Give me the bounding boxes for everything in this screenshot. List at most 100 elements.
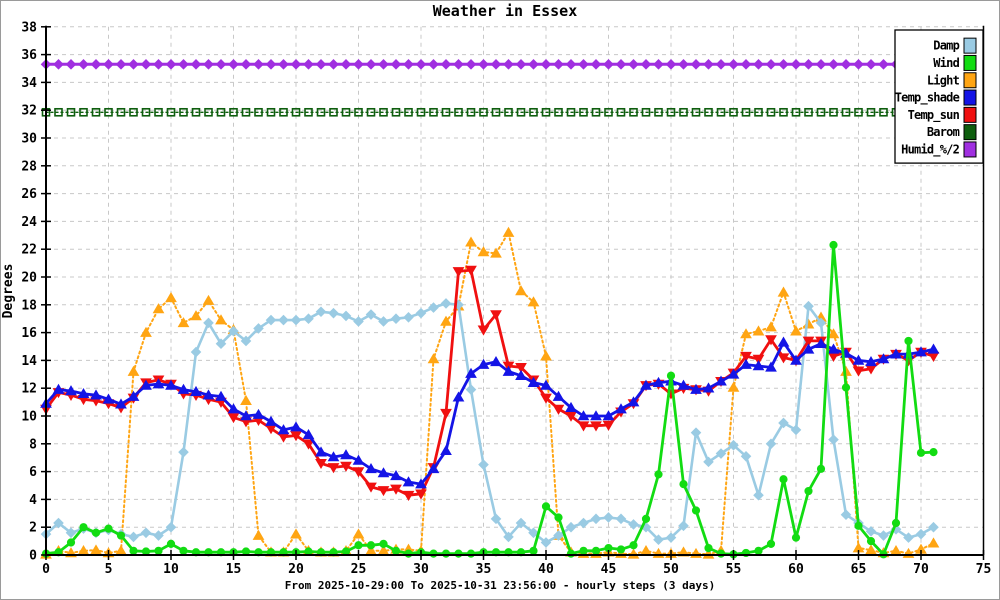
data-point-marker: [529, 546, 538, 555]
data-point-marker: [404, 549, 413, 558]
data-point-marker: [66, 538, 76, 547]
data-point-marker: [215, 59, 227, 70]
data-point-marker: [752, 325, 765, 336]
data-point-marker: [752, 354, 765, 365]
data-point-marker: [740, 328, 752, 339]
data-point-marker: [340, 310, 352, 322]
data-point-marker: [478, 59, 489, 70]
data-point-marker: [365, 59, 377, 70]
data-point-marker: [827, 343, 840, 354]
y-tick-label: 4: [29, 493, 37, 508]
data-point-marker: [591, 107, 601, 117]
data-point-marker: [378, 59, 389, 70]
data-point-marker: [290, 528, 302, 539]
data-point-marker: [490, 247, 502, 258]
data-point-marker: [866, 107, 876, 117]
data-point-marker: [129, 546, 138, 555]
data-point-marker: [927, 343, 940, 354]
data-point-marker: [166, 539, 176, 548]
data-point-marker: [115, 59, 127, 70]
data-point-marker: [603, 59, 614, 70]
data-point-marker: [802, 336, 815, 347]
data-point-marker: [490, 513, 502, 525]
data-point-marker: [529, 107, 538, 117]
data-point-marker: [753, 489, 764, 501]
data-point-marker: [391, 546, 401, 555]
data-point-marker: [340, 461, 352, 472]
data-point-marker: [603, 512, 614, 523]
data-point-marker: [554, 107, 563, 117]
data-point-marker: [553, 530, 564, 541]
data-point-marker: [65, 59, 77, 70]
data-point-marker: [354, 107, 363, 117]
data-point-marker: [715, 448, 727, 459]
data-point-marker: [654, 107, 663, 117]
chart-title: Weather in Essex: [433, 2, 578, 20]
data-point-marker: [391, 107, 401, 117]
data-point-marker: [379, 539, 388, 548]
data-point-marker: [52, 383, 65, 394]
data-point-marker: [379, 107, 388, 117]
x-tick-label: 15: [226, 562, 242, 577]
data-point-marker: [653, 59, 664, 70]
data-point-marker: [240, 410, 252, 421]
x-tick-label: 10: [163, 562, 179, 577]
data-point-marker: [577, 410, 590, 421]
data-point-marker: [777, 336, 790, 347]
data-point-marker: [102, 393, 115, 404]
x-tick-label: 50: [663, 562, 679, 577]
data-point-marker: [404, 107, 413, 117]
data-point-marker: [591, 546, 601, 555]
data-point-marker: [66, 107, 76, 117]
x-tick-label: 60: [788, 562, 804, 577]
data-point-marker: [615, 403, 627, 414]
data-point-marker: [327, 451, 340, 462]
data-point-marker: [203, 317, 214, 329]
x-tick-label: 40: [538, 562, 554, 577]
data-point-marker: [266, 107, 276, 117]
data-point-marker: [590, 513, 602, 525]
data-point-marker: [116, 107, 126, 117]
data-point-marker: [427, 353, 440, 364]
data-point-marker: [803, 300, 814, 312]
data-point-marker: [515, 363, 527, 374]
data-point-marker: [128, 531, 139, 543]
data-point-marker: [590, 59, 602, 70]
data-point-marker: [765, 361, 777, 372]
data-point-marker: [540, 537, 552, 548]
data-point-marker: [727, 381, 740, 392]
data-point-marker: [727, 368, 740, 379]
data-point-marker: [416, 107, 426, 117]
data-point-marker: [516, 107, 526, 117]
data-point-marker: [779, 107, 788, 117]
data-point-marker: [190, 59, 202, 70]
data-point-marker: [402, 490, 415, 502]
data-point-marker: [515, 59, 527, 70]
series-damp: [40, 298, 939, 548]
data-point-marker: [353, 59, 364, 70]
y-tick-label: 16: [21, 326, 37, 341]
data-point-marker: [190, 346, 202, 358]
data-point-marker: [741, 107, 751, 117]
data-point-marker: [429, 549, 438, 558]
data-point-marker: [315, 306, 327, 318]
data-point-marker: [227, 413, 240, 424]
data-point-marker: [178, 59, 189, 70]
data-point-marker: [452, 267, 465, 278]
y-tick-label: 14: [21, 354, 37, 369]
data-point-marker: [490, 59, 502, 70]
data-point-marker: [191, 107, 201, 117]
data-point-marker: [303, 59, 314, 70]
data-point-marker: [140, 326, 152, 337]
data-point-marker: [202, 294, 215, 305]
data-point-marker: [428, 59, 439, 70]
data-point-marker: [290, 59, 302, 70]
data-point-marker: [466, 549, 476, 558]
data-point-marker: [853, 59, 864, 70]
data-point-marker: [352, 467, 365, 478]
data-point-marker: [928, 521, 939, 533]
data-point-marker: [740, 451, 752, 462]
data-point-marker: [127, 365, 140, 376]
data-point-marker: [177, 317, 190, 328]
data-point-marker: [315, 59, 327, 70]
